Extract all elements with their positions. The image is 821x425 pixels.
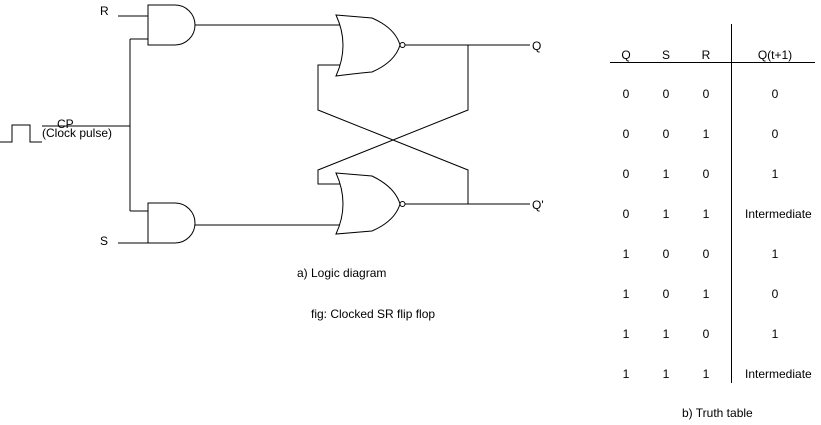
table-cell-r: 0 (702, 327, 710, 341)
table-cell-s: 0 (662, 127, 670, 141)
input-s-label: S (100, 234, 108, 248)
feedback-q-bar-to-top-nor (317, 64, 469, 204)
feedback-q-to-bottom-nor (317, 45, 469, 185)
logic-diagram-caption: a) Logic diagram (297, 266, 387, 280)
table-cell-r: 0 (702, 167, 710, 181)
table-cell-q: 1 (622, 327, 630, 341)
table-cell-s: 1 (662, 167, 670, 181)
output-q-bar-label: Q' (532, 198, 544, 212)
table-cell-q: 1 (622, 247, 630, 261)
table-cell-s: 1 (662, 327, 670, 341)
input-r-label: R (100, 4, 109, 18)
table-cell-q: 1 (622, 367, 630, 381)
table-cell-r: 0 (702, 87, 710, 101)
table-cell-s: 0 (662, 247, 670, 261)
table-cell-q: 0 (622, 127, 630, 141)
table-cell-q-next: 1 (771, 247, 779, 261)
table-cell-r: 1 (702, 287, 710, 301)
nor-top-inversion-bubble (399, 42, 406, 48)
figure-caption: fig: Clocked SR flip flop (311, 307, 436, 321)
table-cell-s: 1 (662, 207, 670, 221)
table-cell-q-next: Intermediate (745, 367, 812, 381)
and-gate-r (147, 4, 196, 46)
table-cell-q: 0 (622, 207, 630, 221)
table-header-r: R (701, 48, 711, 62)
table-cell-s: 1 (662, 367, 670, 381)
table-cell-r: 1 (702, 127, 710, 141)
table-cell-q-next: 1 (771, 167, 779, 181)
nor-bottom-inversion-bubble (399, 201, 406, 207)
table-cell-q: 0 (622, 167, 630, 181)
table-header-q: Q (621, 48, 631, 62)
table-header-s: S (661, 48, 670, 62)
table-cell-q: 0 (622, 87, 630, 101)
table-cell-s: 0 (662, 87, 670, 101)
table-cell-r: 1 (702, 207, 710, 221)
table-cell-r: 0 (702, 247, 710, 261)
table-column-divider (731, 24, 732, 383)
table-cell-q-next: 0 (771, 127, 779, 141)
truth-table-caption: b) Truth table (682, 406, 753, 420)
table-cell-q-next: 0 (771, 287, 779, 301)
clock-sublabel: (Clock pulse) (42, 126, 112, 140)
table-header-divider (610, 62, 815, 63)
table-cell-q-next: 0 (771, 87, 779, 101)
clock-pulse-waveform (0, 124, 42, 143)
table-cell-q-next: 1 (771, 327, 779, 341)
nor-gate-top (335, 14, 401, 77)
table-header-q-next: Q(t+1) (757, 48, 793, 62)
table-cell-r: 1 (702, 367, 710, 381)
table-cell-s: 0 (662, 287, 670, 301)
table-cell-q-next: Intermediate (745, 207, 812, 221)
clock-label: CP (57, 117, 74, 131)
nor-gate-bottom (335, 172, 401, 235)
output-q-label: Q (532, 39, 541, 53)
table-cell-q: 1 (622, 287, 630, 301)
and-gate-s (147, 202, 196, 244)
